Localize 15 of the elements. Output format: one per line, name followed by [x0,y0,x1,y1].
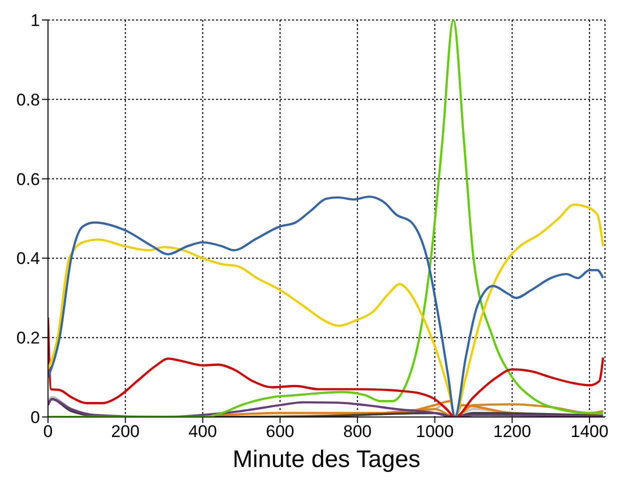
x-tick-label: 1400 [570,422,608,442]
y-tick-label: 1 [30,11,40,30]
y-tick-label: 0.2 [16,328,40,348]
x-tick-label: 200 [111,422,140,442]
x-tick-label: 400 [188,422,217,442]
y-tick-label: 0.8 [16,90,40,110]
x-tick-label: 0 [43,422,53,442]
x-tick-label: 1200 [493,422,532,442]
x-tick-label: 1000 [416,422,454,442]
x-tick-label: 800 [343,422,372,442]
y-tick-label: 0.4 [16,249,40,268]
x-axis-title: Minute des Tages [232,446,420,473]
x-tick-label: 600 [266,422,294,442]
y-tick-label: 0.6 [16,170,40,189]
y-tick-label: 0 [30,408,40,428]
